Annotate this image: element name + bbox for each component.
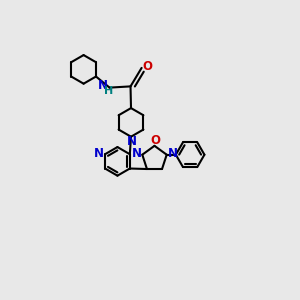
Text: N: N bbox=[167, 147, 177, 160]
Text: O: O bbox=[142, 60, 152, 73]
Text: N: N bbox=[132, 147, 142, 160]
Text: N: N bbox=[127, 135, 137, 148]
Text: N: N bbox=[94, 147, 104, 160]
Text: N: N bbox=[98, 79, 108, 92]
Text: H: H bbox=[104, 86, 113, 96]
Text: O: O bbox=[150, 134, 161, 147]
